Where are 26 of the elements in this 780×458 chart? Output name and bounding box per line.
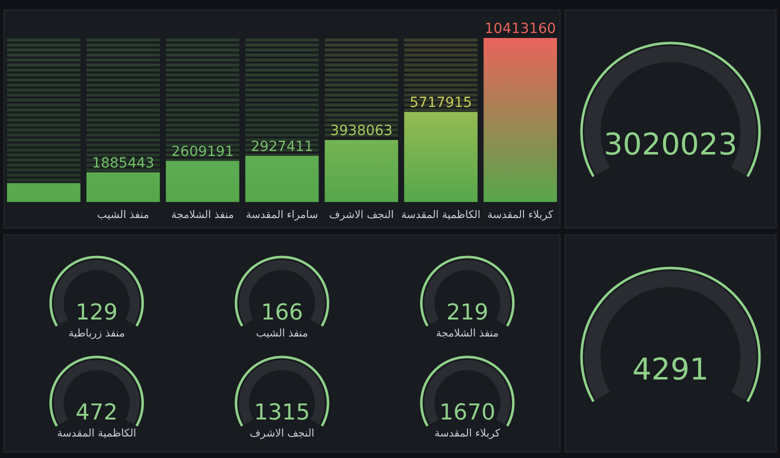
x-tick-label: منفذ الشلامجة xyxy=(171,209,234,221)
x-tick-label: الكاظمية المقدسة xyxy=(401,209,480,221)
category-label: النجف الاشرف xyxy=(250,428,314,440)
category-label: منفذ الشلامجة xyxy=(436,328,499,340)
data-label: 1885443 xyxy=(92,155,154,172)
category-label: كربلاء المقدسة xyxy=(434,428,500,440)
data-label: 472 xyxy=(76,400,118,426)
data-label: 10413160 xyxy=(484,21,556,37)
category-label: منفذ زرباطية xyxy=(68,328,125,340)
data-label: 4291 xyxy=(632,352,709,388)
data-label: 2927411 xyxy=(250,138,314,155)
category-label: الكاظمية المقدسة xyxy=(57,428,136,440)
x-tick-label: منفذ الشيب xyxy=(97,209,150,221)
data-label: 166 xyxy=(261,300,303,326)
data-label: 2609191 xyxy=(171,144,234,160)
data-label: 1315 xyxy=(254,400,310,426)
data-label: 1670 xyxy=(439,400,496,426)
category-label: منفذ الشيب xyxy=(256,328,308,340)
data-label: 5717915 xyxy=(410,94,472,111)
data-label: 219 xyxy=(446,300,488,326)
data-label: 129 xyxy=(76,300,118,326)
x-tick-label: النجف الاشرف xyxy=(329,209,394,221)
data-label: 3020023 xyxy=(604,128,738,162)
x-tick-label: كربلاء المقدسة xyxy=(487,209,554,221)
data-label: 3938063 xyxy=(330,122,393,139)
x-tick-label: سامراء المقدسة xyxy=(246,209,318,221)
